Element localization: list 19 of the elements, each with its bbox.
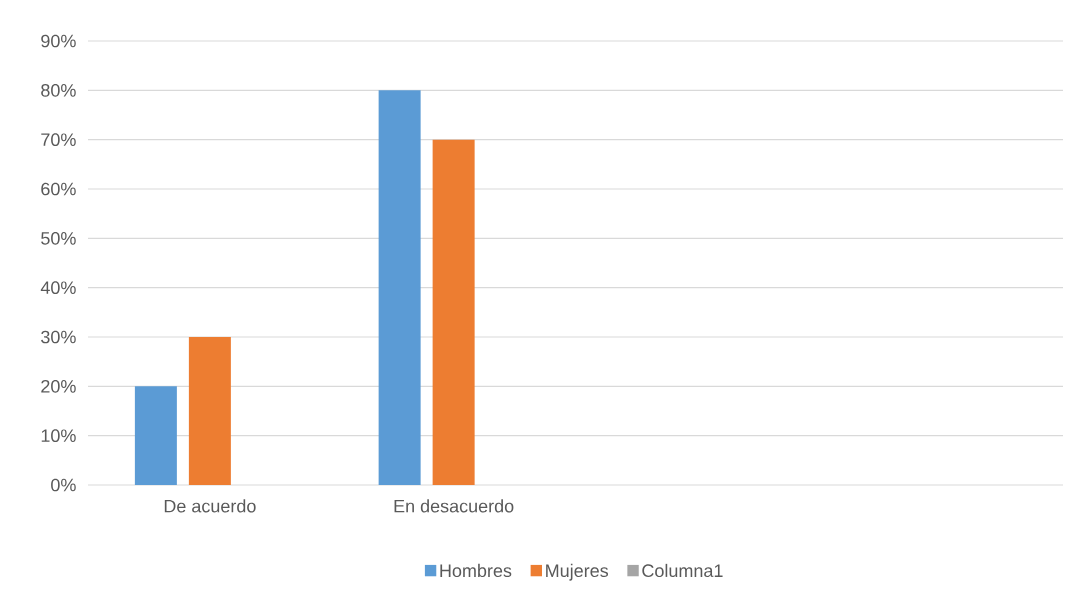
bar — [188, 337, 231, 485]
x-tick-label: En desacuerdo — [394, 499, 514, 513]
y-tick-label: 80% — [41, 83, 76, 97]
bar — [134, 386, 177, 485]
legend-label: Columna1 — [642, 563, 723, 578]
y-tick-label: 60% — [41, 182, 76, 196]
y-tick-label: 50% — [41, 231, 76, 245]
y-tick-label: 40% — [40, 281, 76, 295]
y-tick-label: 70% — [41, 133, 76, 147]
bar — [378, 90, 421, 485]
y-tick-label: 0% — [51, 478, 76, 492]
y-tick-label: 30% — [41, 330, 76, 344]
legend-label: Mujeres — [546, 563, 609, 581]
y-tick-label: 10% — [41, 429, 76, 443]
y-tick-label: 20% — [41, 379, 76, 393]
legend-label: Hombres — [440, 563, 512, 578]
bar — [432, 139, 475, 485]
x-tick-label: De acuerdo — [164, 499, 256, 513]
y-tick-label: 90% — [41, 34, 76, 48]
